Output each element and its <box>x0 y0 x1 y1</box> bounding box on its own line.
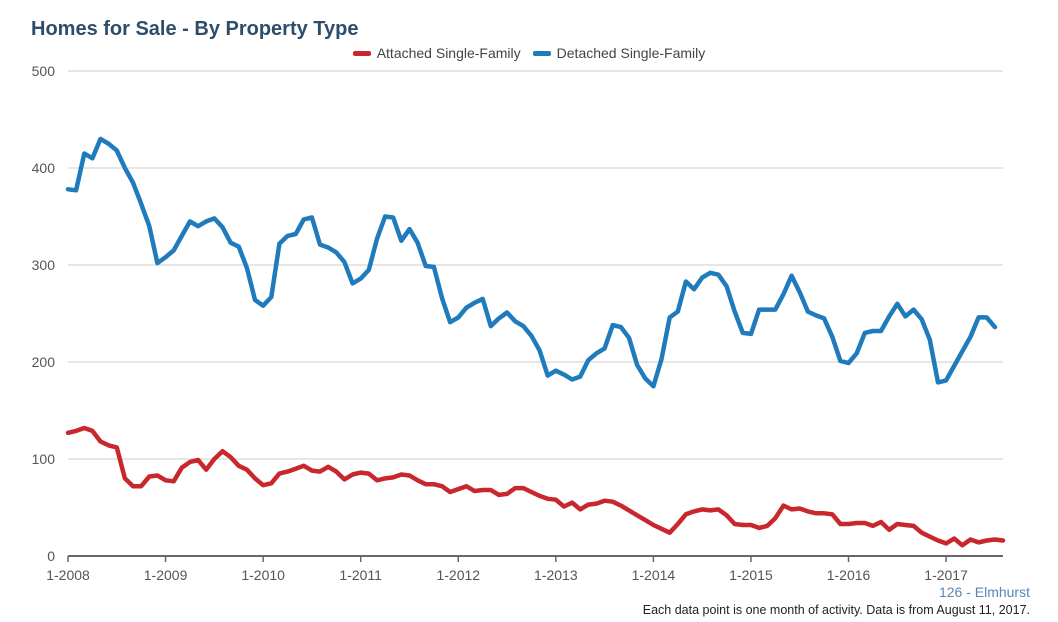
x-tick-label: 1-2014 <box>632 567 676 583</box>
series-line-detached-single-family <box>65 136 998 389</box>
x-tick-label: 1-2016 <box>827 567 871 583</box>
y-tick-label: 200 <box>32 354 56 370</box>
legend-swatch-attached <box>352 50 371 56</box>
chart-legend: Attached Single-Family Detached Single-F… <box>0 45 1058 61</box>
data-note: Each data point is one month of activity… <box>642 603 1030 617</box>
x-tick-label: 1-2011 <box>339 567 382 583</box>
series-line-attached-single-family <box>65 425 1006 548</box>
location-label: 126 - Elmhurst <box>938 584 1030 600</box>
x-tick-label: 1-2013 <box>534 567 578 583</box>
legend-label-attached: Attached Single-Family <box>376 45 521 61</box>
y-tick-label: 300 <box>32 257 56 273</box>
legend-item-attached[interactable]: Attached Single-Family <box>352 45 521 61</box>
chart-title: Homes for Sale - By Property Type <box>31 18 359 40</box>
y-tick-label: 100 <box>32 451 56 467</box>
y-tick-label: 400 <box>32 160 56 176</box>
x-tick-label: 1-2012 <box>436 567 480 583</box>
y-tick-label: 500 <box>32 63 56 79</box>
legend-label-detached: Detached Single-Family <box>556 45 706 61</box>
x-tick-label: 1-2017 <box>924 567 968 583</box>
x-tick-label: 1-2010 <box>241 567 285 583</box>
y-tick-label: 0 <box>47 548 55 564</box>
x-tick-label: 1-2009 <box>144 567 188 583</box>
x-tick-label: 1-2008 <box>46 567 90 583</box>
legend-item-detached[interactable]: Detached Single-Family <box>532 45 706 61</box>
legend-swatch-detached <box>532 50 551 56</box>
x-tick-label: 1-2015 <box>729 567 773 583</box>
